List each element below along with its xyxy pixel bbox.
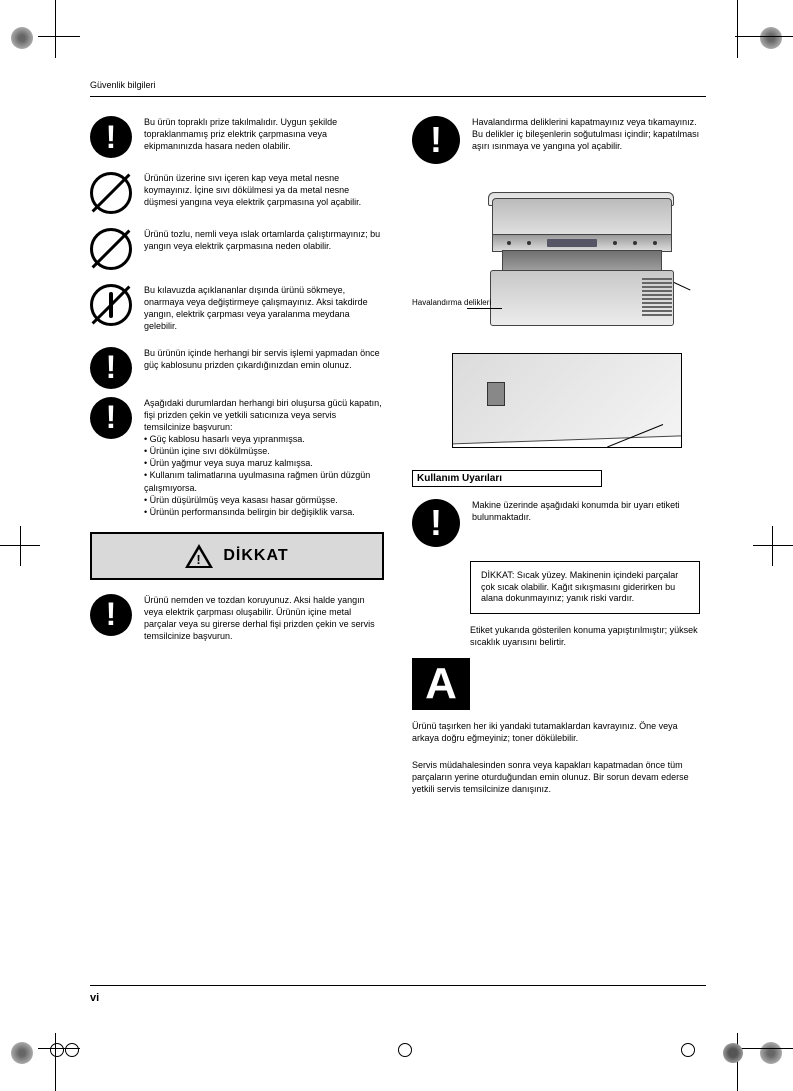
detail-warning-label [487, 382, 505, 406]
warning-row: Ürünün üzerine sıvı içeren kap veya meta… [90, 172, 384, 214]
exclamation-icon: ! [90, 594, 132, 636]
crop-mark [753, 545, 793, 546]
warning-text: Bu ürün topraklı prize takılmalıdır. Uyg… [144, 116, 384, 152]
crop-mark [772, 526, 773, 566]
page-content: Güvenlik bilgileri ! Bu ürün topraklı pr… [90, 60, 706, 990]
reg-ornament [11, 1042, 33, 1064]
closing-text: Servis müdahalesinden sonra veya kapakla… [412, 759, 706, 795]
reg-mark [681, 1043, 695, 1057]
section-tab: A [412, 658, 470, 710]
exclamation-icon: ! [412, 116, 460, 164]
warning-text: Havalandırma deliklerini kapatmayınız ve… [472, 116, 706, 152]
caution-heading-box: ! DİKKAT [90, 532, 384, 580]
header-rule [90, 96, 706, 97]
crop-mark [735, 1048, 793, 1049]
caution-row: ! Ürünü nemden ve tozdan koruyunuz. Aksi… [90, 594, 384, 643]
warning-row: ! Makine üzerinde aşağıdaki konumda bir … [412, 499, 706, 547]
printer-vents [642, 278, 672, 316]
warning-row: Bu kılavuzda açıklananlar dışında ürünü … [90, 284, 384, 333]
page-header: Güvenlik bilgileri [90, 80, 156, 90]
crop-mark [20, 526, 21, 566]
no-disassemble-icon [90, 284, 132, 326]
footer-rule [90, 985, 706, 986]
warning-row: ! Bu ürün topraklı prize takılmalıdır. U… [90, 116, 384, 158]
printer-illustration: Havalandırma delikleri [452, 178, 682, 458]
warning-text: Aşağıdaki durumlardan herhangi biri oluş… [144, 397, 384, 518]
warning-text: Ürünü tozlu, nemli veya ıslak ortamlarda… [144, 228, 384, 252]
handling-cautions-heading: Kullanım Uyarıları [412, 470, 602, 487]
reg-mark [65, 1043, 79, 1057]
warning-text: Bu kılavuzda açıklananlar dışında ürünü … [144, 284, 384, 333]
callout-label: Havalandırma delikleri [412, 298, 491, 307]
post-label-text: Etiket yukarıda gösterilen konuma yapışt… [470, 624, 706, 648]
exclamation-icon: ! [412, 499, 460, 547]
prohibit-icon [90, 172, 132, 214]
printer-detail-inset [452, 353, 682, 448]
exclamation-icon: ! [90, 397, 132, 439]
reg-ornament [11, 27, 33, 49]
bottom-registration-marks [50, 1043, 743, 1063]
callout-line [467, 308, 502, 309]
reg-mark [723, 1043, 743, 1063]
caution-label: DİKKAT [223, 547, 288, 565]
exclamation-icon: ! [90, 347, 132, 389]
tab-letter: A [425, 659, 457, 709]
reg-ornament [760, 1042, 782, 1064]
page-number: vi [90, 992, 99, 1004]
caution-text: Ürünü nemden ve tozdan koruyunuz. Aksi h… [144, 594, 384, 643]
warning-text: Bu ürünün içinde herhangi bir servis işl… [144, 347, 384, 371]
warning-row: ! Bu ürünün içinde herhangi bir servis i… [90, 347, 384, 389]
warning-row: Ürünü tozlu, nemli veya ıslak ortamlarda… [90, 228, 384, 270]
printer-top [492, 198, 672, 238]
callout-line [674, 282, 691, 291]
crop-mark [38, 36, 80, 37]
crop-mark [55, 0, 56, 58]
crop-mark [737, 0, 738, 58]
crop-mark [735, 36, 793, 37]
prohibit-icon [90, 228, 132, 270]
warning-text: Makine üzerinde aşağıdaki konumda bir uy… [472, 499, 706, 523]
reg-mark [398, 1043, 412, 1057]
left-column: ! Bu ürün topraklı prize takılmalıdır. U… [90, 116, 384, 657]
caution-triangle-icon: ! [185, 544, 213, 568]
warning-text: Ürünün üzerine sıvı içeren kap veya meta… [144, 172, 384, 208]
warning-row: ! Havalandırma deliklerini kapatmayınız … [412, 116, 706, 164]
tab-text: Ürünü taşırken her iki yandaki tutamakla… [412, 720, 706, 744]
exclamation-icon: ! [90, 116, 132, 158]
reg-mark [50, 1043, 64, 1057]
reg-ornament [760, 27, 782, 49]
warning-row: ! Aşağıdaki durumlardan herhangi biri ol… [90, 397, 384, 518]
right-column: ! Havalandırma deliklerini kapatmayınız … [412, 116, 706, 795]
machine-warning-label: DİKKAT: Sıcak yüzey. Makinenin içindeki … [470, 561, 700, 614]
